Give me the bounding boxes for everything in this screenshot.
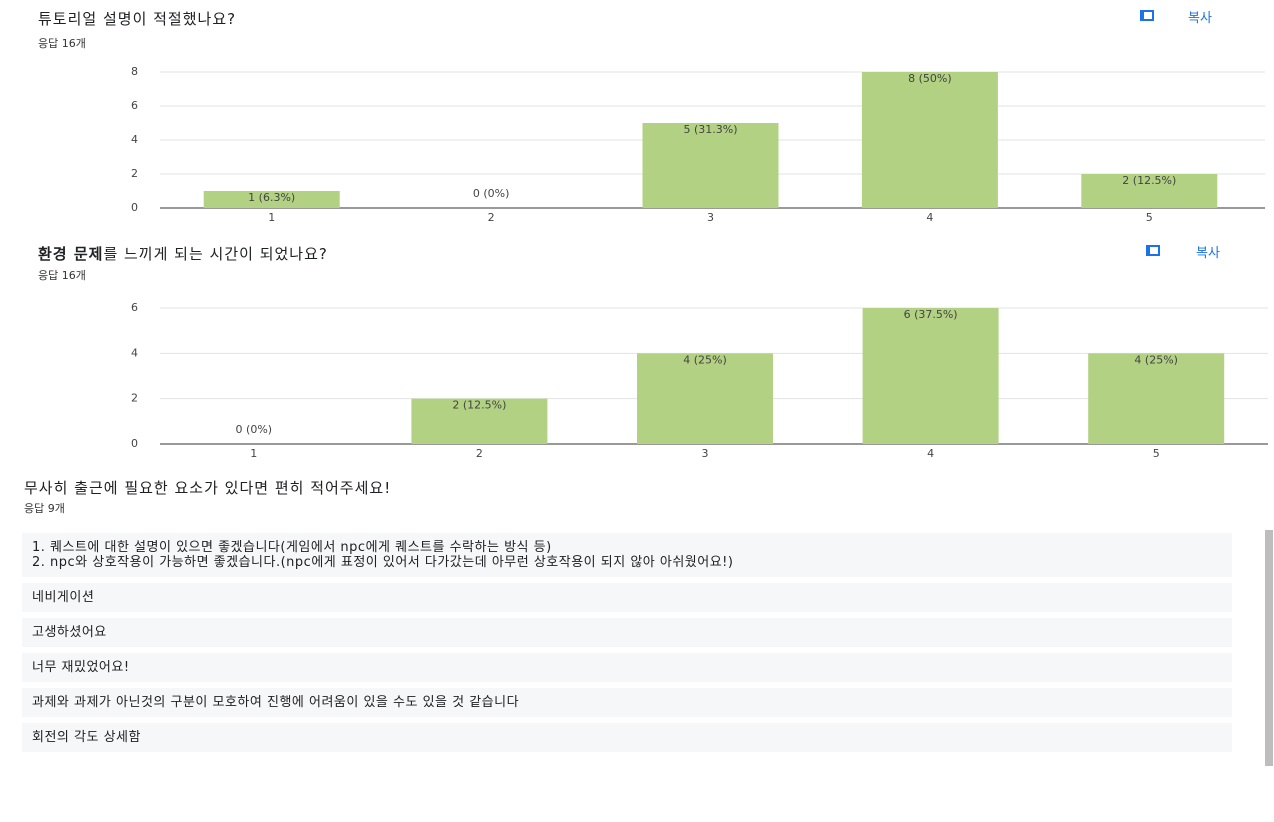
- y-tick-label: 8: [131, 65, 138, 78]
- copy-icon[interactable]: [1140, 10, 1154, 21]
- bar: [1081, 174, 1218, 208]
- bar: [642, 123, 779, 208]
- data-label: 0 (0%): [236, 423, 273, 436]
- bar: [861, 72, 998, 208]
- data-label: 2 (12.5%): [1122, 174, 1176, 187]
- y-tick-label: 2: [131, 167, 138, 180]
- x-tick-label: 2: [476, 447, 483, 460]
- response-list: 1. 퀘스트에 대한 설명이 있으면 좋겠습니다(게임에서 npc에게 퀘스트를…: [22, 533, 1232, 758]
- x-tick-label: 3: [702, 447, 709, 460]
- response: 회전의 각도 상세함: [22, 723, 1232, 752]
- charts: 0 2 4 6 8 1 1 (6.3%) 2 0 (0%) 3 5 (31.3%) 4 8 (50%) 5…: [131, 65, 1268, 460]
- y-tick-label: 0: [131, 437, 138, 450]
- bar: [203, 191, 340, 208]
- x-tick-label: 5: [1146, 211, 1153, 224]
- title-rest: 를 느끼게 되는 시간이 되었나요?: [103, 245, 328, 263]
- copy-icon[interactable]: [1146, 245, 1160, 256]
- copy-button[interactable]: 복사: [1196, 246, 1220, 261]
- x-tick-label: 4: [926, 211, 933, 224]
- data-label: 0 (0%): [473, 187, 510, 200]
- y-tick-label: 0: [131, 201, 138, 214]
- bar: [1088, 353, 1225, 444]
- x-tick-label: 2: [488, 211, 495, 224]
- data-label: 2 (12.5%): [452, 399, 506, 412]
- response: 네비게이션: [22, 583, 1232, 612]
- data-label: 4 (25%): [1134, 353, 1178, 366]
- data-label: 5 (31.3%): [683, 123, 737, 136]
- x-tick-label: 1: [268, 211, 275, 224]
- response: 과제와 과제가 아닌것의 구분이 모호하여 진행에 어려움이 있을 수도 있을 …: [22, 688, 1232, 717]
- x-tick-label: 1: [250, 447, 257, 460]
- data-label: 4 (25%): [683, 353, 727, 366]
- bar: [862, 308, 999, 444]
- response: 1. 퀘스트에 대한 설명이 있으면 좋겠습니다(게임에서 npc에게 퀘스트를…: [22, 533, 1232, 577]
- question-title: 무사히 출근에 필요한 요소가 있다면 편히 적어주세요!: [24, 479, 392, 497]
- question-title: 환경 문제를 느끼게 되는 시간이 되었나요?: [38, 243, 328, 264]
- response-count: 응답 16개: [38, 37, 86, 50]
- response: 고생하셨어요: [22, 618, 1232, 647]
- y-tick-label: 6: [131, 99, 138, 112]
- bar: [637, 353, 773, 444]
- question-title: 튜토리얼 설명이 적절했나요?: [38, 10, 237, 28]
- y-tick-label: 4: [131, 346, 138, 359]
- response-count: 응답 16개: [38, 269, 86, 282]
- data-label: 1 (6.3%): [248, 191, 295, 204]
- copy-button[interactable]: 복사: [1188, 11, 1212, 26]
- y-tick-label: 4: [131, 133, 138, 146]
- data-label: 8 (50%): [908, 72, 952, 85]
- x-tick-label: 3: [707, 211, 714, 224]
- title-bold: 환경 문제: [38, 245, 104, 263]
- response: 너무 재밌었어요!: [22, 653, 1232, 682]
- x-tick-label: 4: [927, 447, 934, 460]
- bar: [411, 398, 548, 444]
- data-label: 6 (37.5%): [904, 308, 958, 321]
- y-tick-label: 6: [131, 301, 138, 314]
- x-tick-label: 5: [1153, 447, 1160, 460]
- response-count: 응답 9개: [24, 502, 65, 515]
- y-tick-label: 2: [131, 392, 138, 405]
- scrollbar[interactable]: [1265, 530, 1273, 766]
